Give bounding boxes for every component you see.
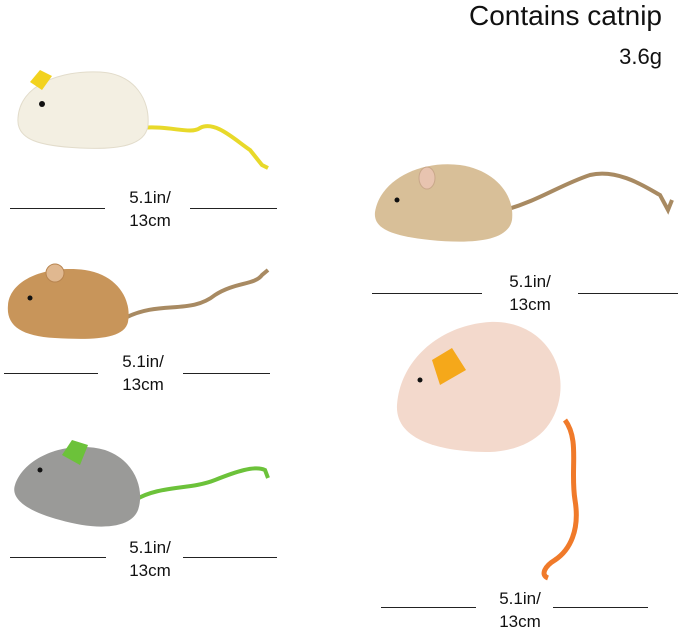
catnip-heading: Contains catnip xyxy=(468,0,662,31)
length-inches: 5.1in/ xyxy=(122,352,164,371)
measurement-label: 5.1in/13cm xyxy=(475,587,565,631)
measure-line xyxy=(10,208,105,209)
measurement-label: 5.1in/13cm xyxy=(105,186,195,232)
brown-mouse-toy xyxy=(7,263,270,339)
measure-line xyxy=(553,607,648,608)
length-inches: 5.1in/ xyxy=(129,188,171,207)
measure-line xyxy=(183,373,270,374)
length-inches: 5.1in/ xyxy=(499,589,541,608)
length-cm: 13cm xyxy=(129,561,171,580)
length-inches: 5.1in/ xyxy=(129,538,171,557)
length-cm: 13cm xyxy=(509,295,551,314)
white-mouse-toy xyxy=(17,70,269,170)
measure-line xyxy=(372,293,482,294)
measure-line xyxy=(10,557,106,558)
measure-line xyxy=(183,557,277,558)
measure-line xyxy=(190,208,277,209)
length-inches: 5.1in/ xyxy=(509,272,551,291)
measurement-label: 5.1in/13cm xyxy=(98,350,188,396)
measure-line xyxy=(4,373,98,374)
length-cm: 13cm xyxy=(122,375,164,394)
pink-mouse-toy xyxy=(396,321,579,581)
measurement-label: 5.1in/13cm xyxy=(485,270,575,316)
measure-line xyxy=(381,607,476,608)
length-cm: 13cm xyxy=(129,211,171,230)
tan-mouse-toy xyxy=(374,164,674,242)
weight-label: 3.6g xyxy=(619,44,662,69)
length-cm: 13cm xyxy=(499,612,541,631)
grey-mouse-toy xyxy=(14,440,270,527)
measure-line xyxy=(578,293,678,294)
measurement-label: 5.1in/13cm xyxy=(105,536,195,582)
